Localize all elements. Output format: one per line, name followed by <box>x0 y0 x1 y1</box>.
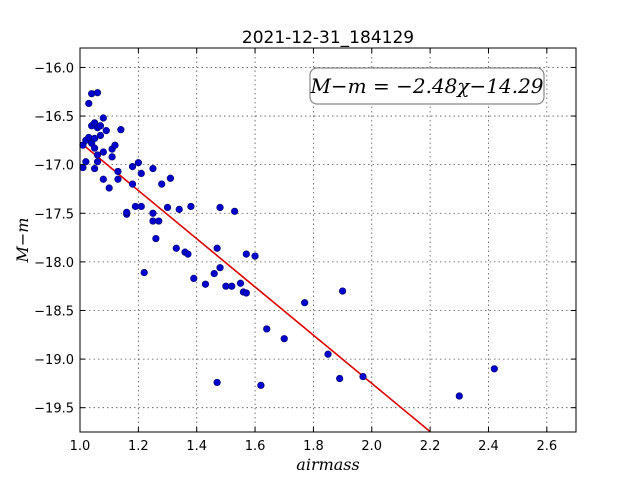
data-point <box>90 134 99 143</box>
data-point <box>90 144 99 152</box>
x-tick-label: 1.4 <box>186 439 207 454</box>
y-tick-label: −17.0 <box>34 159 74 174</box>
data-point <box>216 203 224 212</box>
data-point <box>166 174 175 182</box>
data-point <box>93 89 102 97</box>
data-point <box>140 268 148 277</box>
data-point <box>128 163 137 171</box>
data-point <box>263 325 271 333</box>
data-point <box>117 126 125 134</box>
data-point <box>99 175 107 183</box>
data-point <box>257 381 265 389</box>
x-tick-label: 2.4 <box>478 439 499 454</box>
data-point <box>96 131 105 140</box>
data-point <box>123 208 131 216</box>
y-tick-label: −19.0 <box>34 353 74 368</box>
data-point <box>114 167 122 176</box>
data-point <box>338 287 347 295</box>
data-point <box>301 299 309 307</box>
data-point <box>88 90 96 98</box>
data-point <box>210 269 218 278</box>
data-point <box>490 365 498 373</box>
data-point <box>190 274 198 283</box>
x-tick-label: 1.8 <box>303 439 324 454</box>
data-point <box>85 99 93 108</box>
data-point <box>213 244 221 252</box>
data-point <box>111 141 119 149</box>
fit-layer <box>79 141 431 433</box>
data-point <box>228 282 236 290</box>
data-point <box>236 279 245 287</box>
x-tick-label: 2.6 <box>536 439 557 454</box>
data-point <box>128 180 137 188</box>
data-point <box>324 350 332 358</box>
x-axis-label: airmass <box>296 455 359 474</box>
data-point <box>105 184 113 192</box>
data-point <box>201 280 210 288</box>
y-tick-label: −18.5 <box>34 304 74 319</box>
data-point <box>108 153 116 161</box>
data-point <box>82 158 90 166</box>
tick-layer: 1.0 1.2 1.4 1.6 1.8 2.0 2.2 2.4 2.6 −16.0 −16.5 −17… <box>34 48 576 454</box>
y-tick-label: −16.5 <box>34 110 74 125</box>
data-point <box>163 203 172 212</box>
data-point <box>184 250 192 258</box>
data-point <box>455 392 463 400</box>
data-point <box>96 122 105 130</box>
y-tick-label: −19.5 <box>34 402 74 417</box>
data-point <box>137 202 145 211</box>
chart-title: 2021-12-31_184129 <box>242 28 414 48</box>
data-point <box>175 205 183 213</box>
data-point <box>134 159 142 167</box>
data-point <box>280 335 288 343</box>
data-point <box>216 264 224 272</box>
data-point <box>99 148 107 156</box>
fit-equation-box: M−m = −2.48χ−14.29 <box>309 67 545 105</box>
x-tick-label: 2.0 <box>361 439 382 454</box>
data-point <box>102 127 110 135</box>
data-point <box>242 289 250 297</box>
data-point <box>242 250 250 258</box>
data-point <box>172 244 180 252</box>
y-tick-label: −18.0 <box>34 256 74 271</box>
x-tick-label: 2.2 <box>420 439 441 454</box>
data-point <box>231 207 239 215</box>
data-point <box>90 164 99 173</box>
fit-equation-frame <box>309 67 545 105</box>
data-point <box>155 217 163 225</box>
data-point <box>149 164 157 173</box>
data-point <box>359 372 367 381</box>
data-point <box>114 175 122 183</box>
plot-frame <box>79 47 577 433</box>
data-point <box>187 202 195 211</box>
x-tick-label: 1.0 <box>70 439 91 454</box>
point-layer <box>79 89 498 400</box>
y-tick-label: −17.5 <box>34 207 74 222</box>
data-point <box>149 209 157 217</box>
data-point <box>336 374 344 383</box>
x-tick-label: 1.6 <box>245 439 266 454</box>
data-point <box>158 180 166 188</box>
data-point <box>152 234 160 243</box>
fit-equation-label: M−m = −2.48χ−14.29 <box>309 74 543 98</box>
y-axis-label: M−m <box>13 218 32 264</box>
x-tick-label: 1.2 <box>128 439 149 454</box>
data-point <box>93 158 102 166</box>
data-point <box>251 252 259 260</box>
data-point <box>137 169 145 178</box>
fit-line <box>79 141 431 433</box>
y-tick-label: −16.0 <box>34 61 74 76</box>
data-point <box>213 378 221 387</box>
data-point <box>99 114 107 122</box>
